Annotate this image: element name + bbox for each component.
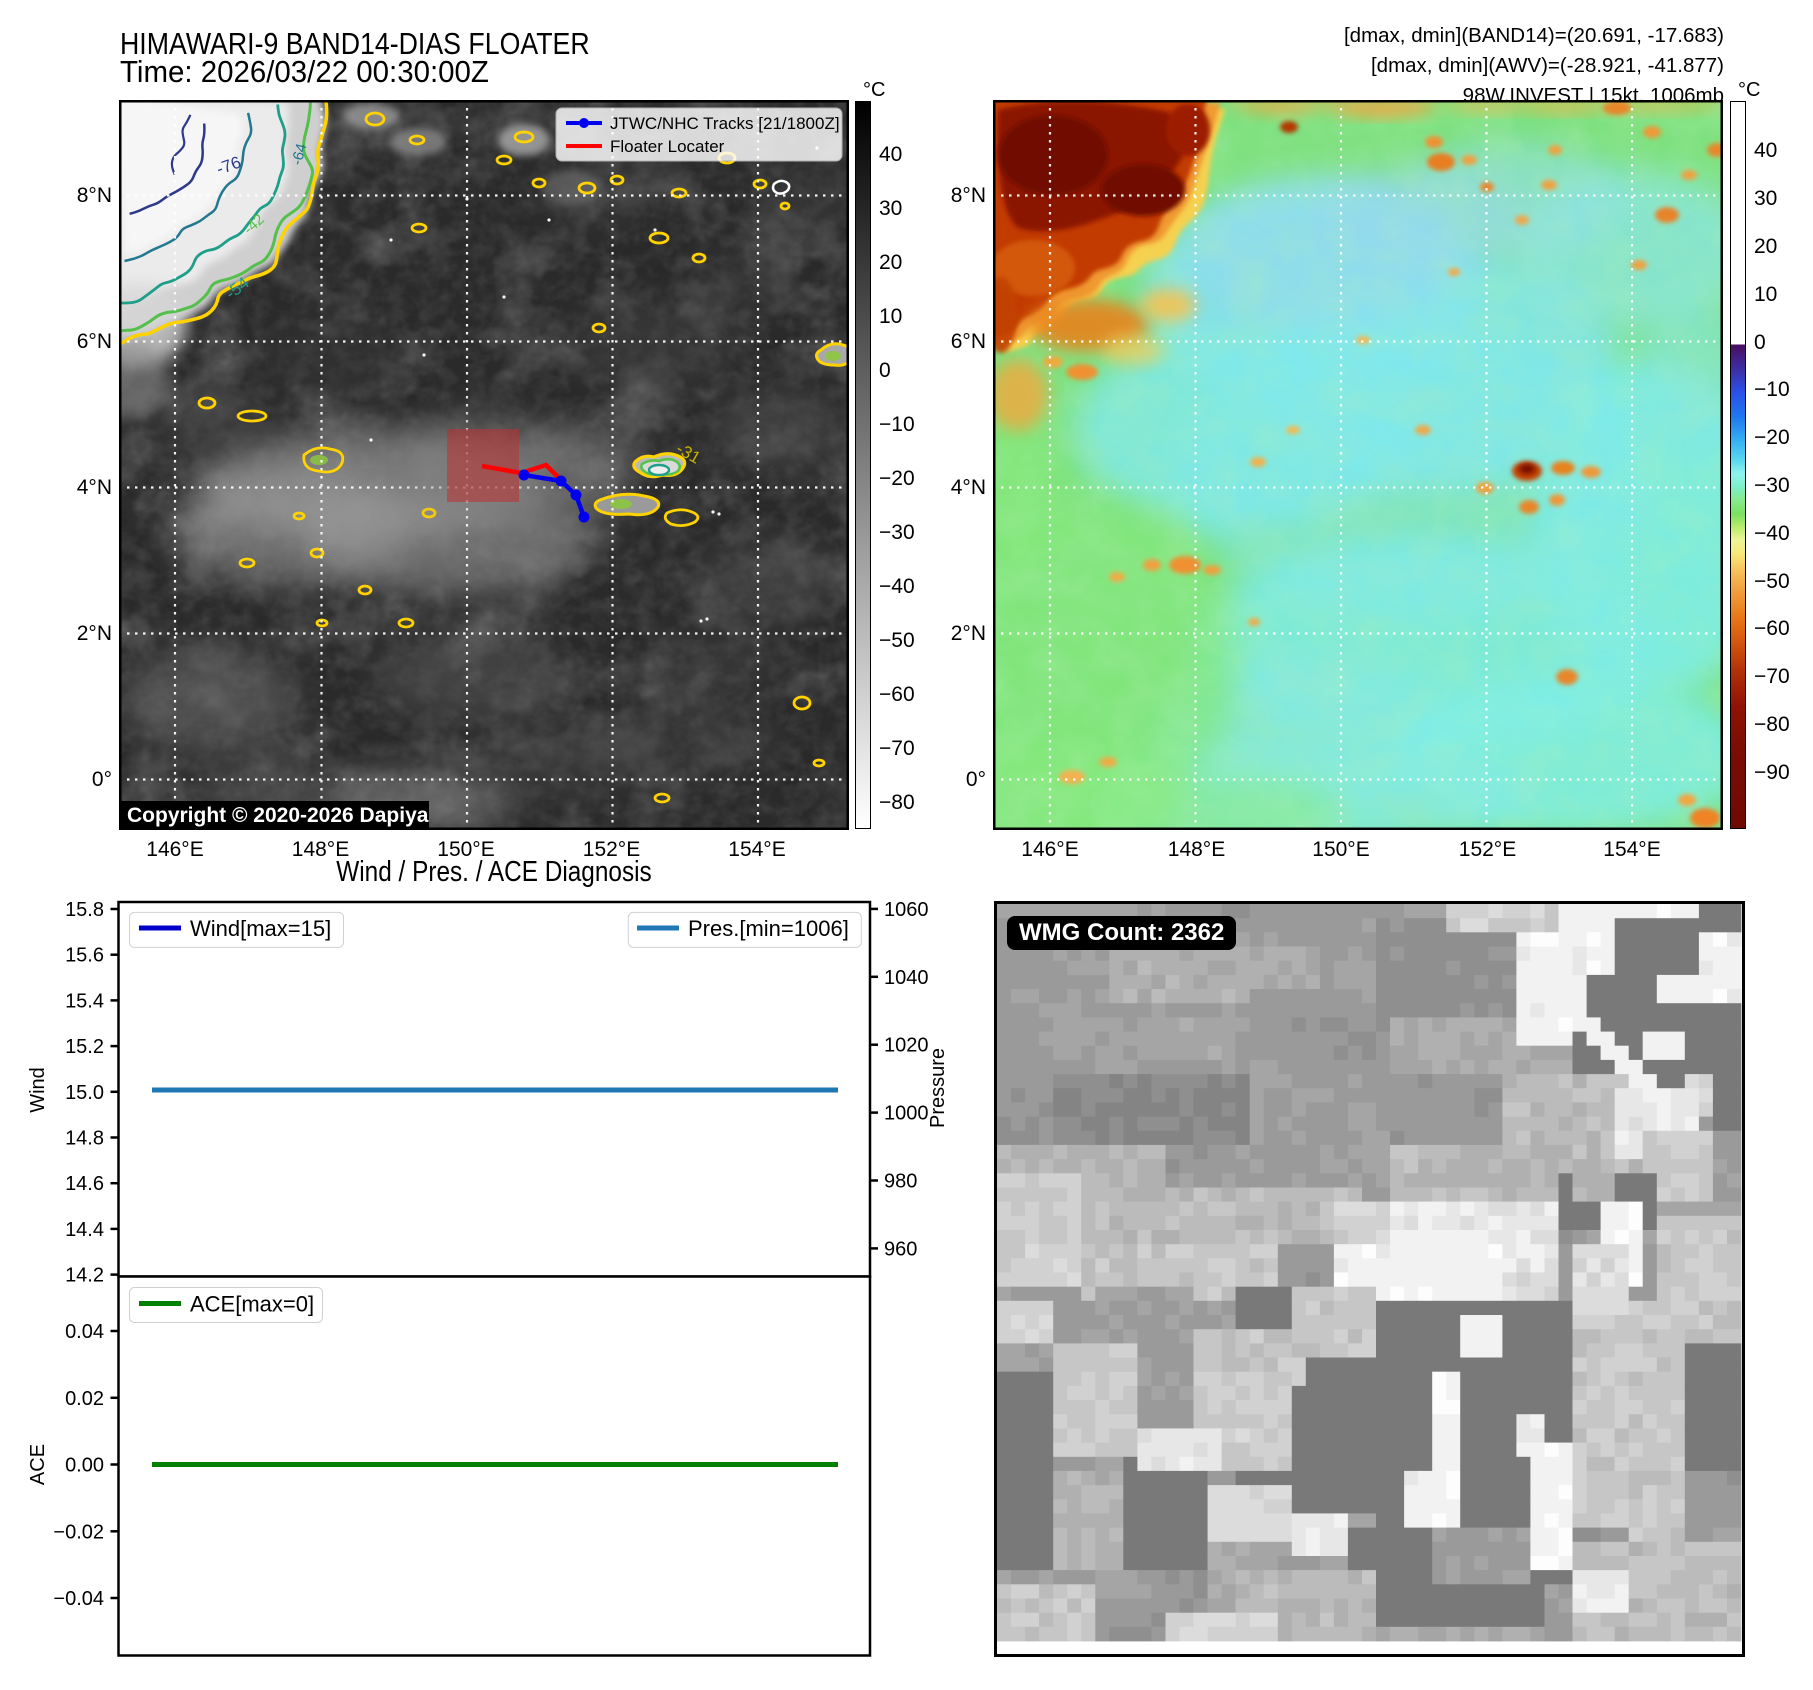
svg-text:14.6: 14.6 [65, 1173, 104, 1195]
svg-text:15.0: 15.0 [65, 1082, 104, 1104]
svg-text:JTWC/NHC Tracks [21/1800Z]: JTWC/NHC Tracks [21/1800Z] [610, 114, 840, 133]
svg-text:ACE: ACE [27, 1444, 49, 1485]
svg-text:Pressure: Pressure [927, 1048, 949, 1128]
svg-text:Wind: Wind [27, 1067, 49, 1113]
svg-text:−0.02: −0.02 [53, 1521, 104, 1543]
svg-text:14.4: 14.4 [65, 1219, 104, 1241]
svg-text:ACE[max=0]: ACE[max=0] [190, 1292, 314, 1317]
svg-text:Pres.[min=1006]: Pres.[min=1006] [688, 916, 849, 941]
svg-text:15.4: 15.4 [65, 990, 104, 1012]
svg-text:1000: 1000 [884, 1103, 929, 1125]
svg-text:980: 980 [884, 1171, 917, 1193]
svg-text:Wind[max=15]: Wind[max=15] [190, 916, 331, 941]
svg-text:1020: 1020 [884, 1035, 929, 1057]
svg-text:0.02: 0.02 [65, 1388, 104, 1410]
svg-text:14.8: 14.8 [65, 1128, 104, 1150]
svg-text:0.00: 0.00 [65, 1455, 104, 1477]
svg-text:15.6: 15.6 [65, 945, 104, 967]
svg-text:Copyright © 2020-2026 Dapiya: Copyright © 2020-2026 Dapiya [127, 804, 429, 827]
svg-text:Floater Locater: Floater Locater [610, 137, 725, 156]
svg-text:960: 960 [884, 1238, 917, 1260]
svg-text:−0.04: −0.04 [53, 1588, 104, 1610]
svg-text:1060: 1060 [884, 899, 929, 921]
svg-text:15.8: 15.8 [65, 899, 104, 921]
svg-text:14.2: 14.2 [65, 1265, 104, 1287]
svg-text:0.04: 0.04 [65, 1321, 104, 1343]
svg-text:-64: -64 [288, 142, 310, 167]
svg-text:1040: 1040 [884, 967, 929, 989]
svg-text:15.2: 15.2 [65, 1036, 104, 1058]
